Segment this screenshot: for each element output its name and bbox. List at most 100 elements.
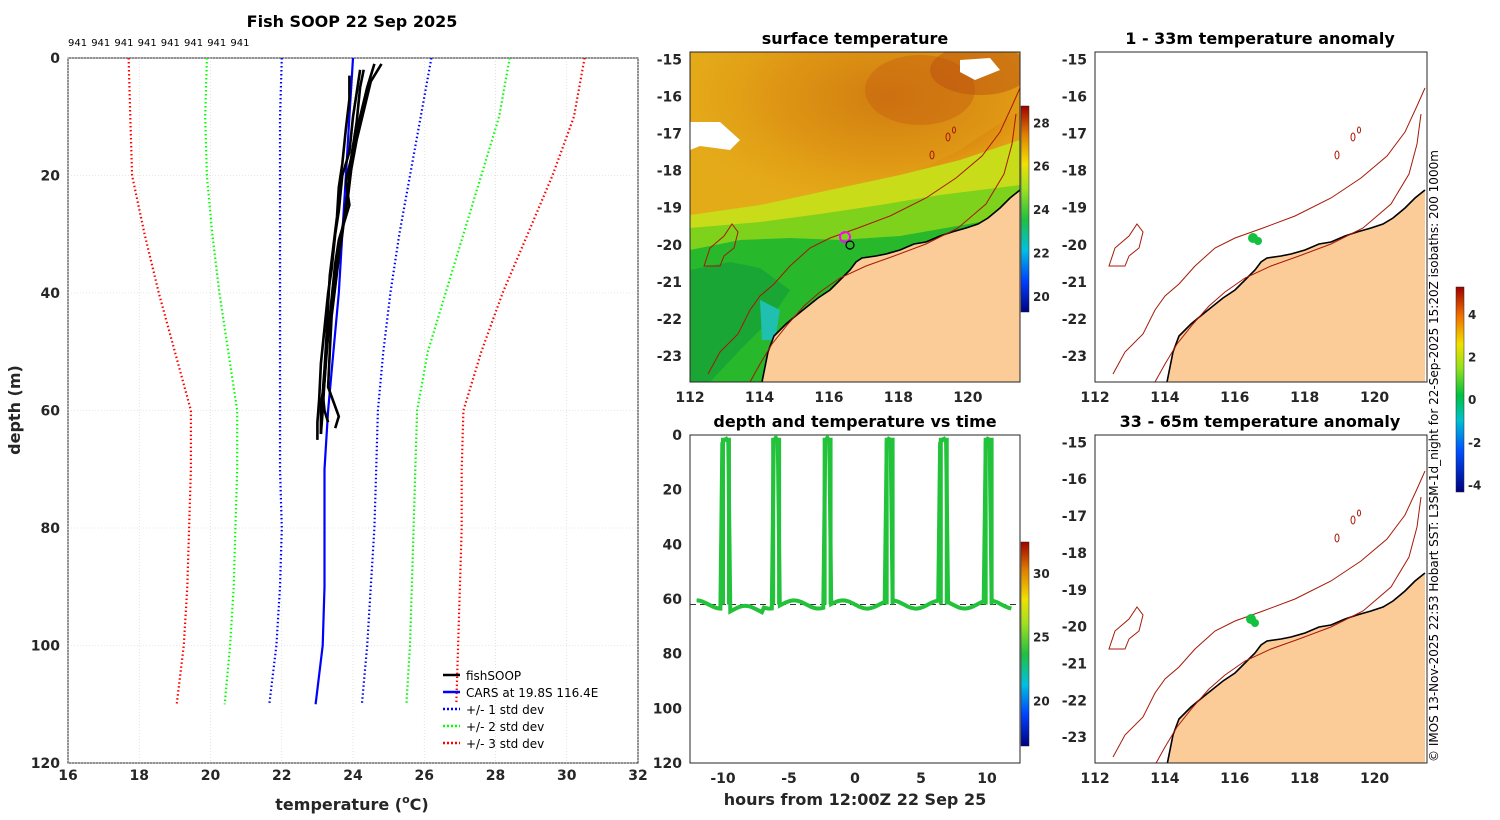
map-y-tick: -22 bbox=[1062, 693, 1087, 709]
map-y-tick: -20 bbox=[1062, 238, 1088, 254]
sst-colorbar-labels: 20 22 24 26 28 bbox=[1033, 116, 1050, 303]
ts-x-tick: 10 bbox=[977, 771, 997, 787]
ts-y-tick: 120 bbox=[653, 756, 682, 772]
map-y-tick: -18 bbox=[1062, 164, 1087, 180]
legend-label-fishsoop: fishSOOP bbox=[466, 669, 521, 683]
map-y-tick: -22 bbox=[657, 312, 682, 328]
colorbar-tick: 22 bbox=[1033, 246, 1050, 260]
ts-y-tick: 60 bbox=[663, 592, 683, 608]
top-label: 941 bbox=[161, 38, 180, 49]
map-y-tick: -20 bbox=[657, 238, 683, 254]
fishsoop-cast-4 bbox=[319, 69, 365, 434]
profile-tick-labels: 16 18 20 22 24 26 28 30 32 0 20 40 60 80 100 120 bbox=[31, 51, 648, 784]
map-y-tick: -18 bbox=[657, 164, 682, 180]
ts-x-tick: -5 bbox=[781, 771, 797, 787]
map-y-tick: -23 bbox=[1062, 730, 1087, 746]
map-x-tick: 120 bbox=[1360, 390, 1389, 406]
top-label: 941 bbox=[138, 38, 157, 49]
anomaly-shallow-axes-box bbox=[1094, 51, 1428, 383]
timeseries-panel: depth and temperature vs time -10 -5 0 5 100… bbox=[653, 412, 1050, 809]
map-y-tick: -18 bbox=[1062, 546, 1087, 562]
y-tick-label: 40 bbox=[41, 286, 61, 302]
series--3-std bbox=[127, 57, 192, 705]
colorbar-tick: 0 bbox=[1468, 393, 1476, 407]
colorbar-tick: 20 bbox=[1033, 694, 1050, 708]
colorbar-tick: -2 bbox=[1468, 436, 1481, 450]
map-y-tick: -15 bbox=[1062, 435, 1087, 451]
profile-legend: fishSOOP CARS at 19.8S 116.4E +/- 1 std … bbox=[443, 669, 598, 751]
legend-label-2std: +/- 2 std dev bbox=[466, 720, 544, 734]
ts-x-tick: 5 bbox=[916, 771, 926, 787]
legend-label-1std: +/- 1 std dev bbox=[466, 703, 544, 717]
x-tick-label: 28 bbox=[486, 768, 505, 784]
map-x-tick: 116 bbox=[1220, 390, 1249, 406]
profile-gridlines bbox=[67, 57, 639, 764]
map-y-tick: -16 bbox=[657, 89, 682, 105]
map-y-tick: -16 bbox=[1062, 472, 1087, 488]
map-y-tick: -17 bbox=[1062, 509, 1087, 525]
anomaly-shallow-map bbox=[1095, 52, 1427, 382]
top-label: 941 bbox=[68, 38, 87, 49]
sst-vessel-marker-2 bbox=[845, 240, 855, 250]
map-y-tick: -15 bbox=[1062, 52, 1087, 68]
anomaly-shallow-title: 1 - 33m temperature anomaly bbox=[1125, 29, 1395, 48]
map-x-tick: 112 bbox=[1080, 390, 1109, 406]
anomaly-deep-axes-box bbox=[1094, 434, 1428, 764]
anomaly-colorbar bbox=[1455, 286, 1465, 493]
anomaly-deep-tick-labels: 112 114 116 118 120 -15 -16 -17 -18 -19 -20 -21 -22 -… bbox=[1062, 435, 1390, 787]
top-label: 941 bbox=[207, 38, 226, 49]
map-x-tick: 112 bbox=[1080, 771, 1109, 787]
x-tick-label: 18 bbox=[130, 768, 149, 784]
anomaly-deep-map bbox=[1095, 435, 1427, 763]
colorbar-tick: 25 bbox=[1033, 631, 1050, 645]
map-y-tick: -23 bbox=[1062, 349, 1087, 365]
x-tick-label: 20 bbox=[201, 768, 221, 784]
map-x-tick: 114 bbox=[1150, 771, 1179, 787]
anomaly-colorbar-labels: -4 -2 0 2 4 bbox=[1468, 308, 1481, 493]
x-tick-label: 26 bbox=[415, 768, 434, 784]
ts-y-tick: 0 bbox=[672, 428, 682, 444]
anomaly-deep-panel: 33 - 65m temperature anomaly 112 114 116 11… bbox=[1062, 412, 1428, 787]
x-tick-label: 16 bbox=[58, 768, 77, 784]
y-tick-label: 120 bbox=[31, 756, 60, 772]
series--2-std bbox=[204, 57, 239, 705]
anomaly-deep-title: 33 - 65m temperature anomaly bbox=[1120, 412, 1401, 431]
x-tick-label: 32 bbox=[628, 768, 647, 784]
colorbar-tick: 4 bbox=[1468, 308, 1476, 322]
colorbar-tick: -4 bbox=[1468, 479, 1481, 493]
map-y-tick: -17 bbox=[1062, 127, 1087, 143]
map-x-tick: 118 bbox=[1290, 771, 1319, 787]
timeseries-axes-box bbox=[689, 434, 1021, 764]
map-x-tick: 120 bbox=[1360, 771, 1389, 787]
y-tick-label: 80 bbox=[41, 521, 61, 537]
map-x-tick: 118 bbox=[884, 390, 913, 406]
ts-x-tick: 0 bbox=[850, 771, 860, 787]
ts-y-tick: 20 bbox=[663, 483, 683, 499]
profile-xlabel: temperature (oC) bbox=[275, 793, 428, 814]
anomaly-shallow-panel: 1 - 33m temperature anomaly 112 114 116 118… bbox=[1062, 29, 1428, 406]
timeseries-colorbar-labels: 20 25 30 bbox=[1033, 567, 1050, 709]
sst-panel: surface temperature 112 114 116 118 120 -15 -1… bbox=[657, 29, 1050, 406]
anomaly-shallow-tick-labels: 112 114 116 118 120 -15 -16 -17 -18 -19 -20 -21 -22 -… bbox=[1062, 52, 1390, 406]
map-y-tick: -19 bbox=[1062, 583, 1087, 599]
top-label: 941 bbox=[230, 38, 249, 49]
ts-x-tick: -10 bbox=[710, 771, 736, 787]
map-x-tick: 114 bbox=[745, 390, 774, 406]
colorbar-tick: 30 bbox=[1033, 567, 1050, 581]
colorbar-tick: 24 bbox=[1033, 203, 1050, 217]
map-y-tick: -19 bbox=[657, 201, 682, 217]
ts-y-tick: 100 bbox=[653, 701, 682, 717]
y-tick-label: 60 bbox=[41, 404, 61, 420]
timeseries-points bbox=[690, 435, 1020, 615]
map-y-tick: -15 bbox=[657, 52, 682, 68]
profile-panel: 16 18 20 22 24 26 28 30 32 0 20 40 60 80 100 120 Fish S… bbox=[5, 12, 648, 814]
credit-text: © IMOS 13-Nov-2025 22:53 Hobart SST: L3S… bbox=[1427, 150, 1441, 762]
top-label: 941 bbox=[91, 38, 110, 49]
colorbar-tick: 28 bbox=[1033, 116, 1050, 130]
map-y-tick: -16 bbox=[1062, 89, 1087, 105]
map-y-tick: -21 bbox=[1062, 275, 1087, 291]
ts-y-tick: 80 bbox=[663, 647, 683, 663]
legend-label-3std: +/- 3 std dev bbox=[466, 737, 544, 751]
